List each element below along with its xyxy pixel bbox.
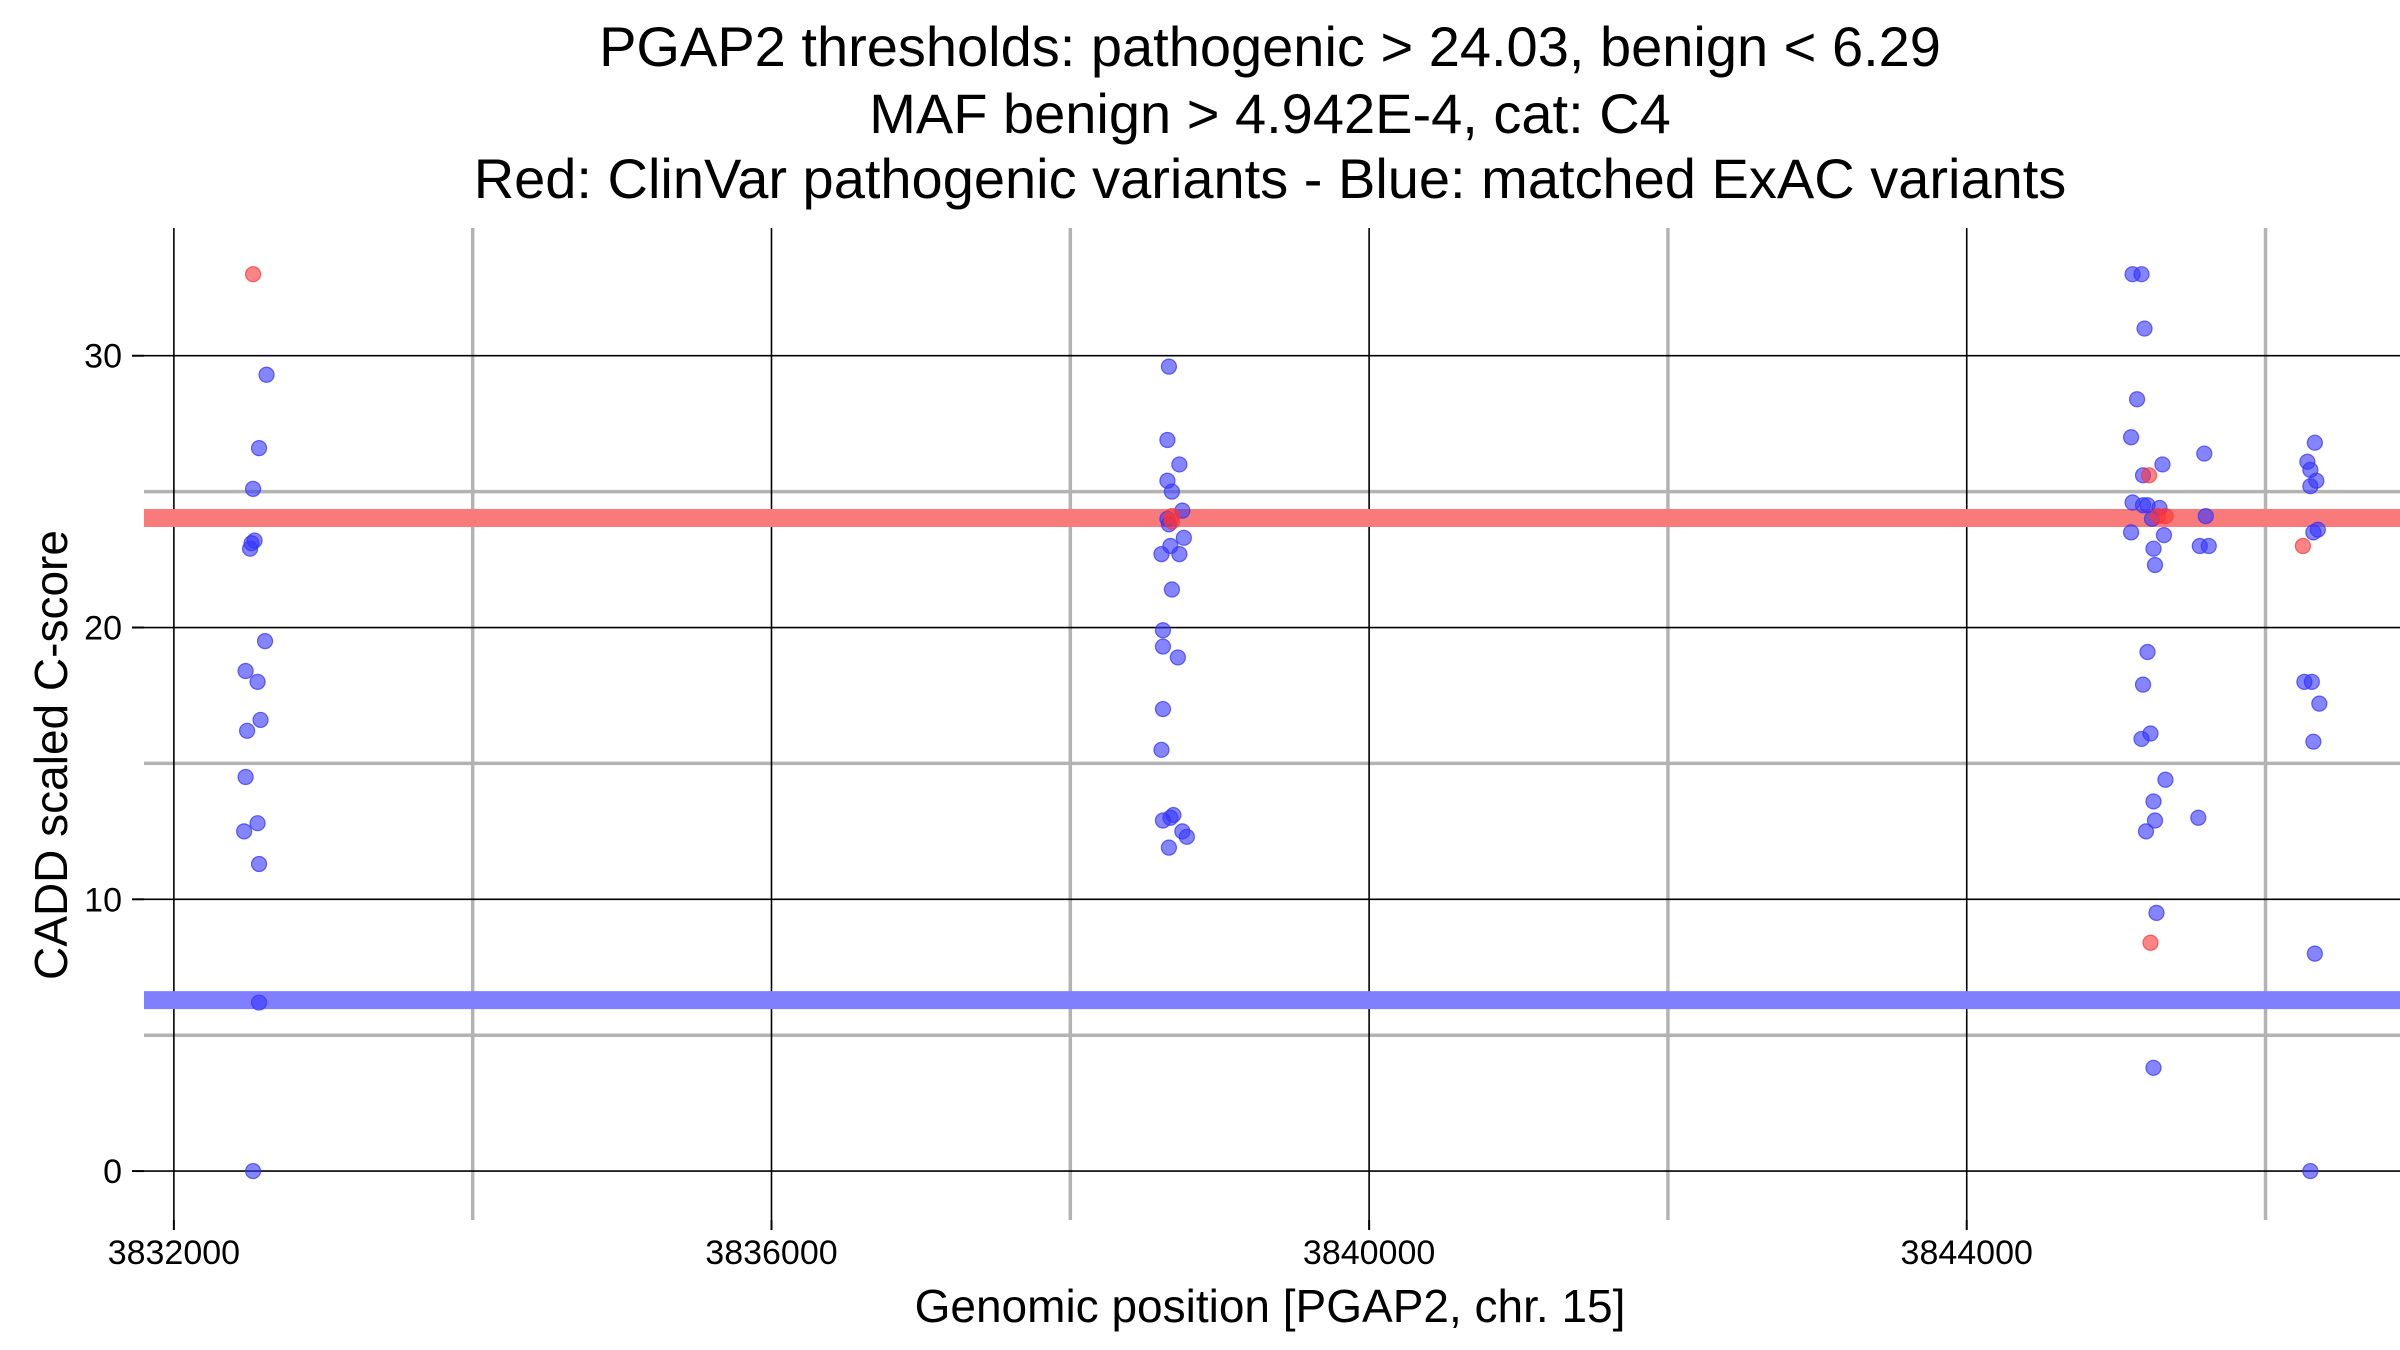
benign-point bbox=[2309, 521, 2326, 538]
benign-point bbox=[2134, 676, 2152, 693]
benign-point bbox=[1153, 741, 1170, 758]
benign-point bbox=[2157, 771, 2174, 788]
benign-point bbox=[1171, 456, 1188, 473]
benign-point bbox=[1163, 581, 1180, 598]
y-tick-label: 30 bbox=[84, 338, 122, 376]
title-line-2: MAF benign > 4.942E-4, cat: C4 bbox=[869, 82, 1671, 145]
benign-point bbox=[2196, 445, 2213, 462]
title-line-3: Red: ClinVar pathogenic variants - Blue:… bbox=[474, 147, 2067, 210]
minor-gridlines bbox=[144, 228, 2400, 1220]
benign-point bbox=[2148, 904, 2165, 921]
benign-point bbox=[1154, 700, 1172, 718]
threshold-lines bbox=[144, 508, 2400, 1010]
benign-point bbox=[1171, 546, 1188, 563]
benign-point bbox=[2133, 730, 2150, 748]
benign-point bbox=[237, 662, 254, 680]
benign-point bbox=[2137, 823, 2155, 840]
benign-point bbox=[1169, 649, 1186, 666]
benign-point bbox=[2306, 434, 2323, 451]
x-tick-labels: 3832000 3836000 3840000 3844000 bbox=[108, 1234, 2033, 1272]
benign-point bbox=[1163, 483, 1180, 500]
benign-point bbox=[2145, 1059, 2162, 1076]
benign-point bbox=[237, 768, 254, 786]
benign-point bbox=[2145, 540, 2162, 557]
benign-point bbox=[2122, 429, 2140, 446]
benign-point bbox=[249, 815, 266, 832]
benign-point bbox=[2136, 320, 2153, 337]
benign-point bbox=[2155, 527, 2173, 544]
benign-point bbox=[1154, 812, 1172, 829]
benign-point bbox=[2139, 643, 2156, 661]
benign-point bbox=[236, 823, 253, 840]
benign-point bbox=[2133, 266, 2150, 283]
benign-point bbox=[1154, 638, 1172, 655]
benign-point bbox=[258, 366, 275, 383]
axis-ticks bbox=[132, 354, 1968, 1230]
benign-point bbox=[2145, 793, 2162, 810]
y-tick-label: 20 bbox=[84, 610, 122, 648]
benign-point bbox=[244, 1162, 262, 1180]
benign-point bbox=[244, 480, 262, 498]
benign-point bbox=[2146, 812, 2164, 829]
benign-point bbox=[238, 722, 256, 739]
benign-point bbox=[1153, 546, 1170, 563]
benign-point bbox=[2190, 809, 2207, 826]
y-tick-labels: 0 10 20 30 bbox=[84, 338, 122, 1191]
benign-point bbox=[2154, 456, 2171, 473]
title-line-1: PGAP2 thresholds: pathogenic > 24.03, be… bbox=[599, 15, 1941, 78]
benign-point bbox=[241, 540, 259, 557]
y-axis-label: CADD scaled C-score bbox=[25, 530, 77, 980]
pathogenic-point bbox=[2157, 507, 2174, 525]
benign-point bbox=[2122, 524, 2140, 541]
benign-point bbox=[2303, 673, 2320, 690]
benign-point bbox=[1178, 828, 1195, 845]
pathogenic-point bbox=[2140, 467, 2158, 484]
benign-point bbox=[1175, 529, 1192, 546]
x-tick-label: 3836000 bbox=[705, 1234, 837, 1272]
benign-point bbox=[250, 440, 268, 457]
y-tick-label: 0 bbox=[103, 1153, 122, 1191]
benign-point bbox=[1160, 839, 1178, 856]
benign-point bbox=[2128, 391, 2146, 408]
benign-point bbox=[1154, 622, 1172, 639]
benign-point bbox=[256, 633, 274, 650]
benign-point bbox=[1160, 358, 1178, 375]
pathogenic-point bbox=[1163, 513, 1180, 530]
x-tick-label: 3832000 bbox=[108, 1234, 240, 1272]
chart-title: PGAP2 thresholds: pathogenic > 24.03, be… bbox=[474, 15, 2067, 210]
y-tick-label: 10 bbox=[84, 881, 122, 919]
benign-point bbox=[2197, 507, 2214, 525]
data-points bbox=[236, 266, 2328, 1180]
benign-point bbox=[2146, 556, 2164, 574]
benign-point bbox=[250, 994, 268, 1011]
pathogenic-point bbox=[2294, 537, 2311, 555]
x-axis-label: Genomic position [PGAP2, chr. 15] bbox=[915, 1280, 1626, 1332]
benign-point bbox=[2305, 733, 2322, 750]
benign-point bbox=[252, 711, 269, 729]
benign-point bbox=[2200, 537, 2217, 555]
major-gridlines bbox=[144, 228, 2400, 1220]
benign-point bbox=[2306, 945, 2323, 962]
x-tick-label: 3844000 bbox=[1901, 1234, 2033, 1272]
benign-point bbox=[250, 855, 268, 873]
pathogenic-point bbox=[244, 266, 262, 283]
benign-point bbox=[2311, 695, 2328, 712]
pathogenic-point bbox=[2142, 934, 2159, 951]
benign-point bbox=[1159, 431, 1176, 449]
benign-point bbox=[2302, 1162, 2319, 1180]
x-tick-label: 3840000 bbox=[1303, 1234, 1435, 1272]
benign-point bbox=[249, 673, 266, 690]
benign-point bbox=[2302, 478, 2319, 495]
